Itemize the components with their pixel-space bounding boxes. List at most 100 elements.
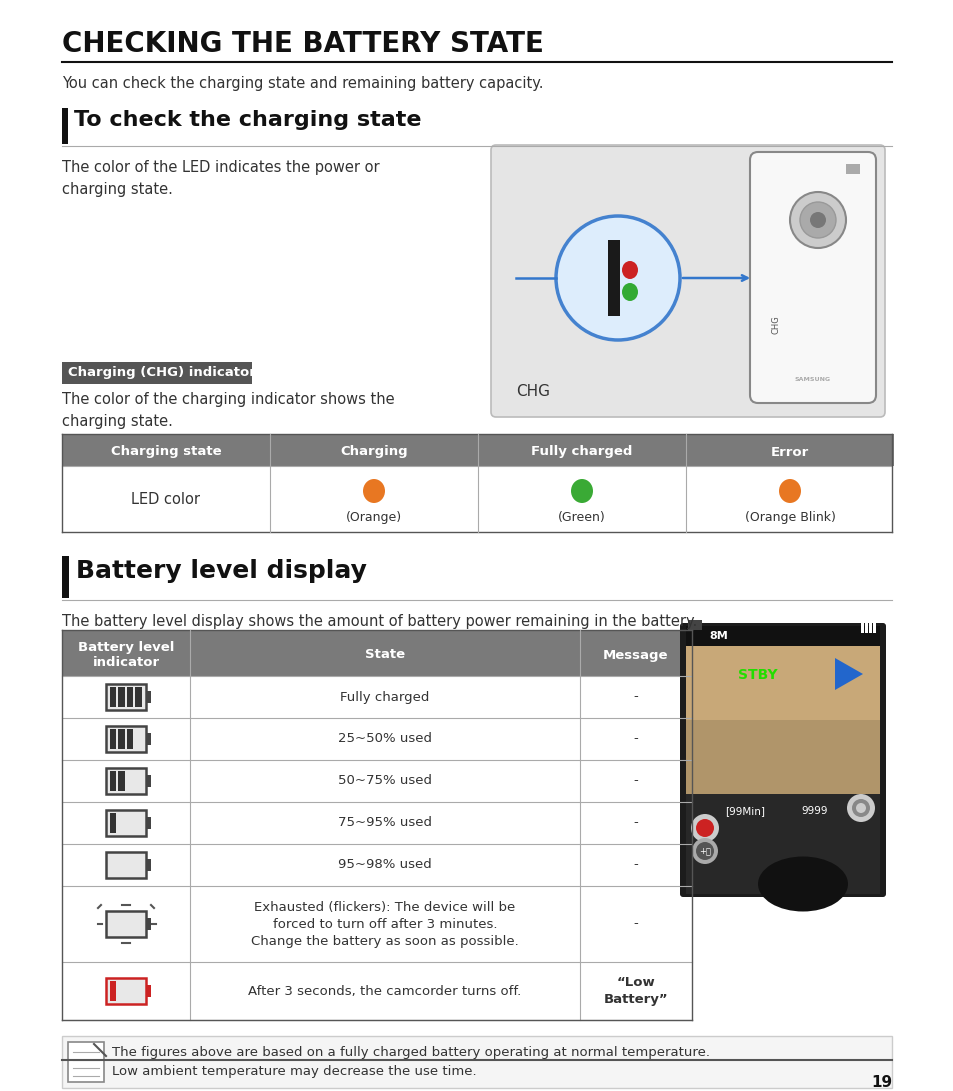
Text: The figures above are based on a fully charged battery operating at normal tempe: The figures above are based on a fully c… <box>112 1046 709 1078</box>
Text: CHG: CHG <box>516 384 550 399</box>
Bar <box>106 684 146 710</box>
Bar <box>146 817 151 829</box>
Ellipse shape <box>621 283 638 301</box>
Bar <box>62 760 190 802</box>
Bar <box>62 108 68 144</box>
Text: To check the charging state: To check the charging state <box>74 110 421 130</box>
Bar <box>62 886 190 962</box>
Text: CHG: CHG <box>771 315 780 334</box>
Text: CHECKING THE BATTERY STATE: CHECKING THE BATTERY STATE <box>62 29 543 58</box>
FancyBboxPatch shape <box>491 145 884 417</box>
Bar <box>861 623 863 633</box>
Bar <box>190 886 579 962</box>
Ellipse shape <box>571 479 593 503</box>
Bar <box>62 434 270 466</box>
Text: “Low
Battery”: “Low Battery” <box>603 976 668 1006</box>
Bar <box>106 726 146 752</box>
Bar <box>872 623 875 633</box>
Text: [99Min]: [99Min] <box>724 806 764 816</box>
Text: SAMSUNG: SAMSUNG <box>794 377 830 382</box>
Bar <box>106 978 146 1004</box>
Bar <box>127 729 133 750</box>
Text: -: - <box>633 816 638 829</box>
Bar <box>190 962 579 1020</box>
Bar <box>106 852 146 878</box>
Ellipse shape <box>363 479 385 503</box>
Text: Charging: Charging <box>340 445 407 458</box>
Bar <box>106 768 146 794</box>
Bar <box>685 434 893 466</box>
Text: -: - <box>633 691 638 704</box>
Text: Fully charged: Fully charged <box>531 445 632 458</box>
Bar <box>110 687 116 707</box>
Ellipse shape <box>758 856 847 911</box>
Circle shape <box>809 212 825 228</box>
Circle shape <box>691 838 718 864</box>
Ellipse shape <box>779 479 801 503</box>
Bar <box>579 760 691 802</box>
Bar <box>687 620 701 630</box>
Ellipse shape <box>621 261 638 279</box>
Text: Error: Error <box>770 445 808 458</box>
Circle shape <box>855 803 865 813</box>
Text: -: - <box>633 859 638 872</box>
Bar <box>190 676 579 718</box>
Bar <box>146 733 151 745</box>
Circle shape <box>556 216 679 340</box>
FancyBboxPatch shape <box>679 623 885 897</box>
Bar <box>110 813 116 834</box>
Text: 95~98% used: 95~98% used <box>337 859 432 872</box>
Text: (Green): (Green) <box>558 511 605 524</box>
Text: Battery level display: Battery level display <box>76 559 367 583</box>
Bar <box>685 794 879 894</box>
Bar <box>106 911 146 937</box>
Bar <box>146 860 151 871</box>
Text: -: - <box>633 918 638 931</box>
Bar <box>118 687 125 707</box>
Bar <box>685 646 879 720</box>
Bar <box>62 676 190 718</box>
Bar <box>579 886 691 962</box>
Bar <box>62 362 252 384</box>
Bar <box>579 630 691 676</box>
Bar <box>110 981 116 1002</box>
Bar <box>62 962 190 1020</box>
Text: 9999: 9999 <box>801 806 826 816</box>
Polygon shape <box>834 658 862 690</box>
Bar <box>845 164 859 173</box>
Text: -: - <box>633 775 638 788</box>
Bar <box>607 240 619 316</box>
Circle shape <box>696 842 713 860</box>
Circle shape <box>846 794 874 822</box>
Bar <box>118 771 125 791</box>
Bar <box>190 802 579 844</box>
Bar <box>190 718 579 760</box>
Text: The battery level display shows the amount of battery power remaining in the bat: The battery level display shows the amou… <box>62 614 697 630</box>
Circle shape <box>690 814 719 842</box>
Text: Fully charged: Fully charged <box>340 691 429 704</box>
Bar <box>106 810 146 836</box>
Bar <box>135 687 142 707</box>
Bar <box>110 729 116 750</box>
Circle shape <box>800 202 835 238</box>
Text: Charging (CHG) indicator: Charging (CHG) indicator <box>68 365 255 379</box>
Text: 8M: 8M <box>708 631 727 642</box>
Text: 50~75% used: 50~75% used <box>337 775 432 788</box>
Bar <box>579 676 691 718</box>
Bar <box>127 687 133 707</box>
Bar <box>146 985 151 997</box>
Bar <box>68 1042 104 1082</box>
Text: Charging state: Charging state <box>111 445 221 458</box>
Bar <box>190 760 579 802</box>
Text: Message: Message <box>602 648 668 661</box>
Text: Battery level
indicator: Battery level indicator <box>78 640 174 670</box>
Text: After 3 seconds, the camcorder turns off.: After 3 seconds, the camcorder turns off… <box>248 984 521 997</box>
Bar <box>685 626 879 646</box>
Bar <box>579 718 691 760</box>
FancyBboxPatch shape <box>749 152 875 403</box>
Bar <box>579 802 691 844</box>
Bar <box>579 962 691 1020</box>
Text: You can check the charging state and remaining battery capacity.: You can check the charging state and rem… <box>62 76 543 91</box>
Text: Exhausted (flickers): The device will be
forced to turn off after 3 minutes.
Cha: Exhausted (flickers): The device will be… <box>251 900 518 947</box>
Bar <box>62 1036 891 1088</box>
